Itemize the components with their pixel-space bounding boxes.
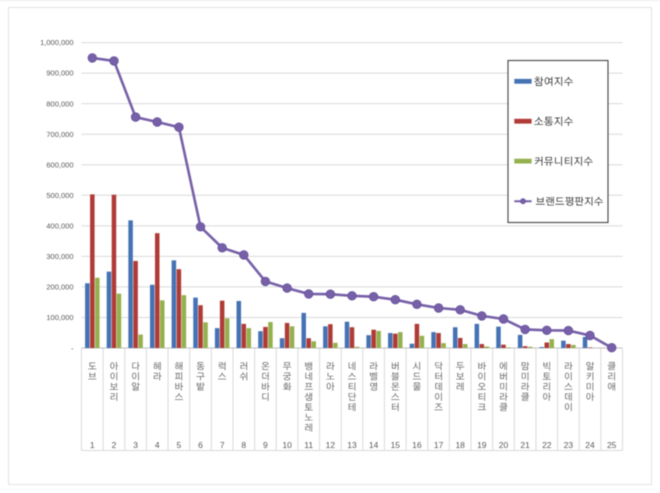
svg-text:100,000: 100,000 <box>46 313 73 322</box>
svg-text:2: 2 <box>112 440 117 450</box>
svg-text:5: 5 <box>177 440 182 450</box>
svg-text:6: 6 <box>198 440 203 450</box>
svg-text:-: - <box>71 344 74 353</box>
svg-text:23: 23 <box>564 440 574 450</box>
svg-text:200,000: 200,000 <box>46 283 73 292</box>
svg-text:1: 1 <box>90 440 95 450</box>
svg-text:24: 24 <box>585 440 595 450</box>
svg-text:600,000: 600,000 <box>46 160 73 169</box>
svg-text:15: 15 <box>391 440 401 450</box>
svg-text:17: 17 <box>434 440 444 450</box>
svg-text:300,000: 300,000 <box>46 252 73 261</box>
svg-text:1,000,000: 1,000,000 <box>40 38 73 47</box>
svg-text:18: 18 <box>455 440 465 450</box>
svg-text:10: 10 <box>282 440 292 450</box>
svg-text:13: 13 <box>347 440 357 450</box>
svg-text:22: 22 <box>542 440 552 450</box>
svg-text:19: 19 <box>477 440 487 450</box>
svg-text:9: 9 <box>263 440 268 450</box>
svg-text:25: 25 <box>607 440 617 450</box>
svg-text:11: 11 <box>304 440 313 450</box>
svg-text:3: 3 <box>133 440 138 450</box>
svg-text:700,000: 700,000 <box>46 130 73 139</box>
svg-text:20: 20 <box>499 440 509 450</box>
svg-text:16: 16 <box>412 440 422 450</box>
svg-text:900,000: 900,000 <box>46 69 73 78</box>
svg-text:8: 8 <box>241 440 246 450</box>
svg-text:21: 21 <box>520 440 530 450</box>
svg-text:400,000: 400,000 <box>46 221 73 230</box>
svg-text:800,000: 800,000 <box>46 99 73 108</box>
svg-text:500,000: 500,000 <box>46 191 73 200</box>
svg-text:12: 12 <box>326 440 336 450</box>
svg-text:4: 4 <box>155 440 160 450</box>
svg-text:7: 7 <box>220 440 225 450</box>
svg-text:14: 14 <box>369 440 379 450</box>
